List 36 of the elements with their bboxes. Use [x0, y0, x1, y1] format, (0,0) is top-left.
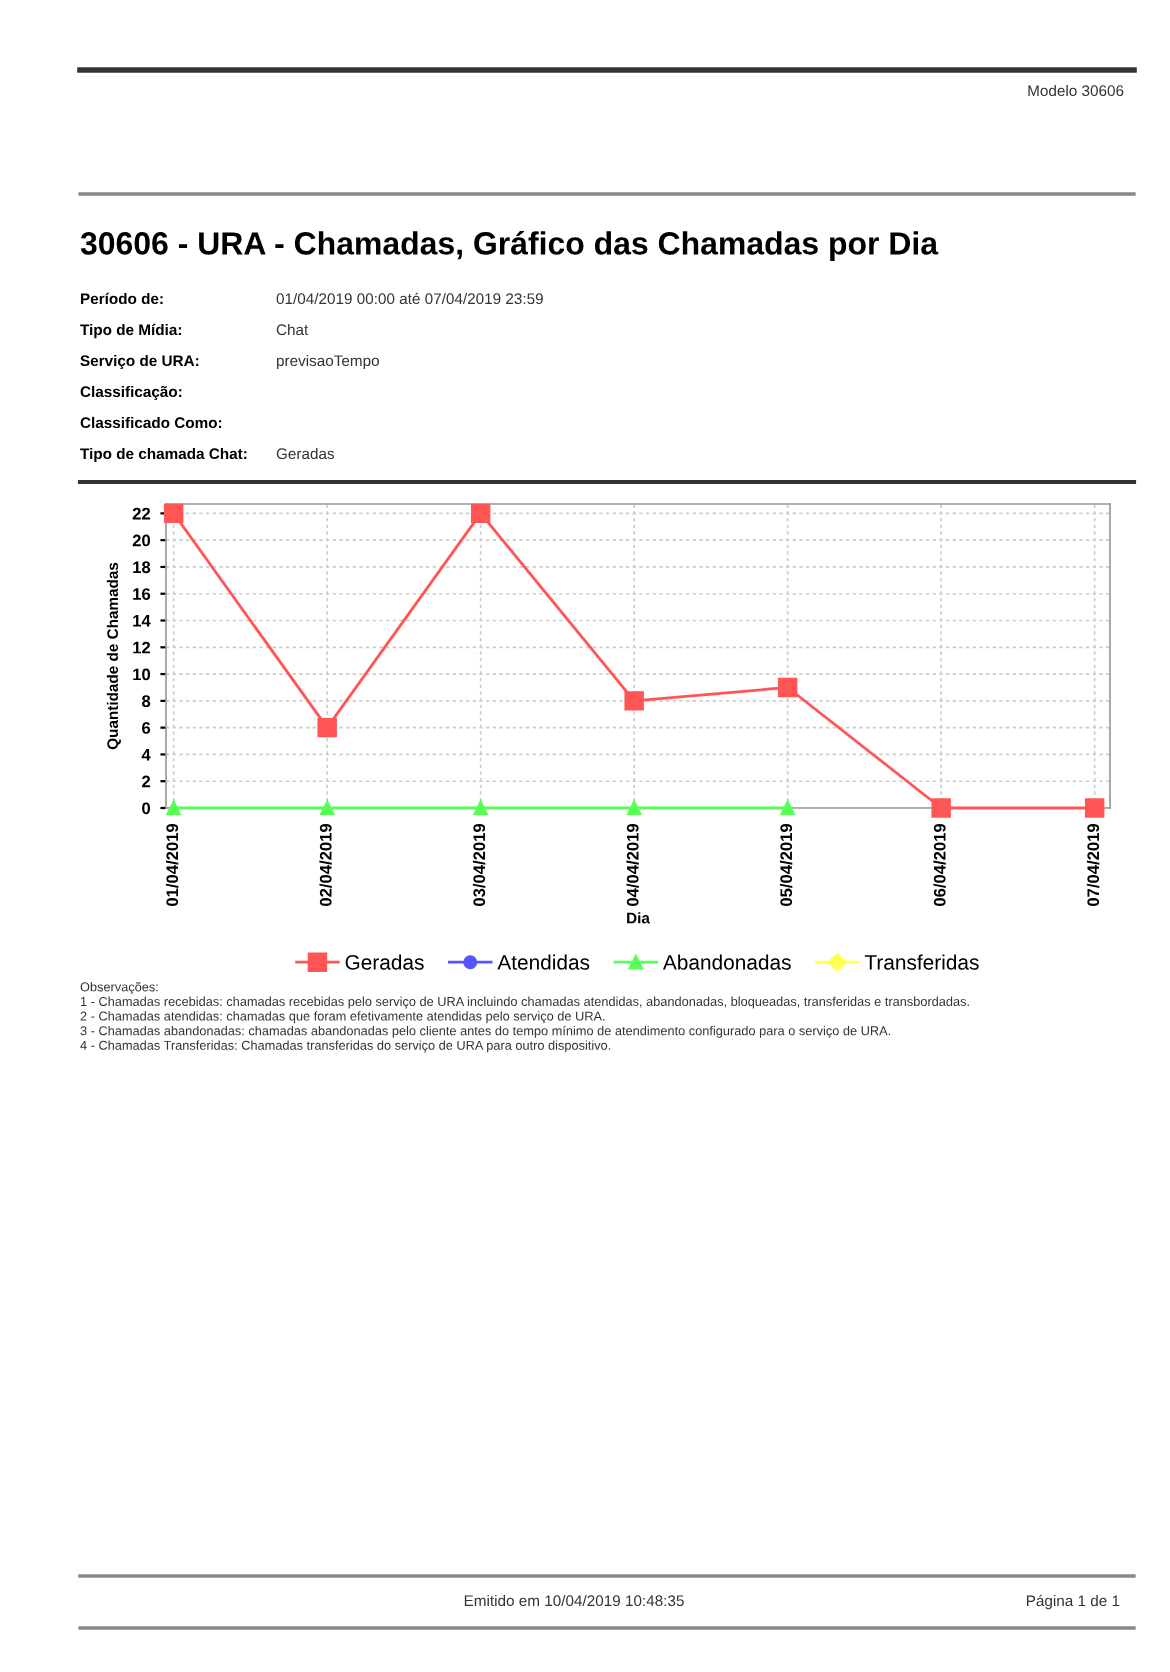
- point: [777, 677, 798, 698]
- point: [473, 801, 488, 815]
- y-tick-label: 8: [141, 695, 151, 708]
- legend-label: Geradas: [345, 954, 424, 970]
- y-tick-label: 22: [132, 507, 151, 520]
- legend-label: Abandonadas: [662, 954, 791, 970]
- y-tick-label: 18: [133, 561, 151, 574]
- point: [624, 691, 644, 711]
- x-tick-label: 07/04/2019: [1086, 823, 1100, 907]
- x-tick-label: 02/04/2019: [319, 823, 332, 907]
- y-tick-label: 10: [133, 668, 151, 681]
- point: [163, 503, 184, 524]
- legend-label: Transferidas: [864, 954, 979, 970]
- y-tick-label: 14: [133, 615, 151, 627]
- point: [320, 801, 335, 815]
- point: [166, 801, 181, 815]
- chart-title: 30606 - URA - Chamadas, Gráfico das Chamadas por Dia: [80, 230, 939, 262]
- point: [1084, 798, 1105, 818]
- x-tick-label: 06/04/2019: [933, 823, 946, 907]
- y-tick-label: 12: [133, 641, 151, 654]
- x-tick-label: 05/04/2019: [779, 823, 793, 907]
- y-tick-label: 6: [142, 722, 151, 734]
- point: [470, 503, 491, 524]
- x-tick-label: 03/04/2019: [472, 823, 486, 907]
- y-tick-label: 20: [132, 534, 151, 547]
- y-tick-label: 2: [142, 775, 151, 788]
- point: [627, 801, 642, 815]
- point: [317, 717, 337, 738]
- legend-label: Atendidas: [497, 954, 590, 970]
- x-tick-label: 01/04/2019: [165, 823, 179, 907]
- y-tick-label: 16: [133, 588, 151, 600]
- x-tick-label: 04/04/2019: [626, 823, 639, 907]
- y-tick-label: 0: [142, 802, 151, 815]
- point: [780, 801, 795, 815]
- point: [931, 798, 951, 818]
- y-tick-label: 4: [141, 749, 151, 761]
